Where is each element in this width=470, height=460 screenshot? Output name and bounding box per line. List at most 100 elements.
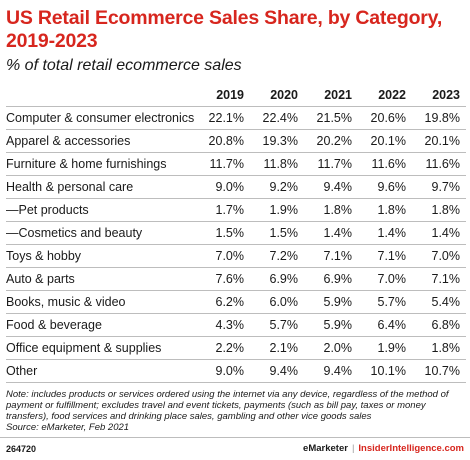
- value-cell: 5.7%: [358, 290, 412, 314]
- brand-insider-intelligence: InsiderIntelligence.com: [358, 443, 464, 454]
- value-cell: 21.5%: [304, 106, 358, 130]
- brand-separator: |: [351, 443, 355, 454]
- value-cell: 20.1%: [358, 129, 412, 153]
- value-cell: 1.9%: [250, 198, 304, 222]
- table-row: —Pet products 1.7% 1.9% 1.8% 1.8% 1.8%: [6, 198, 466, 222]
- category-label: —Cosmetics and beauty: [6, 221, 196, 245]
- header-row: 2019 2020 2021 2022 2023: [6, 84, 466, 107]
- value-cell: 9.6%: [358, 175, 412, 199]
- value-cell: 6.9%: [250, 267, 304, 291]
- value-cell: 1.8%: [412, 198, 466, 222]
- value-cell: 4.3%: [196, 313, 250, 337]
- source-line: Source: eMarketer, Feb 2021: [6, 422, 130, 433]
- data-table: 2019 2020 2021 2022 2023 Computer & cons…: [6, 84, 466, 383]
- value-cell: 10.7%: [412, 359, 466, 383]
- table-row: Health & personal care 9.0% 9.2% 9.4% 9.6% 9.…: [6, 175, 466, 199]
- value-cell: 2.1%: [250, 336, 304, 360]
- chart-title: US Retail Ecommerce Sales Share, by Cate…: [6, 7, 443, 52]
- value-cell: 7.1%: [358, 244, 412, 268]
- table-row: Books, music & video 6.2% 6.0% 5.9% 5.7% 5.4%: [6, 290, 466, 314]
- table-body: Computer & consumer electronics 22.1% 22.4…: [6, 106, 466, 383]
- value-cell: 1.5%: [250, 221, 304, 245]
- column-header: 2020: [250, 84, 304, 107]
- column-header: 2023: [412, 84, 466, 107]
- brand-logo: eMarketer | InsiderIntelligence.com: [303, 443, 464, 454]
- value-cell: 9.2%: [250, 175, 304, 199]
- chart-subtitle: % of total retail ecommerce sales: [6, 57, 242, 74]
- value-cell: 1.8%: [412, 336, 466, 360]
- column-header: 2019: [196, 84, 250, 107]
- value-cell: 22.1%: [196, 106, 250, 130]
- value-cell: 1.8%: [358, 198, 412, 222]
- category-label: Auto & parts: [6, 267, 196, 291]
- value-cell: 6.4%: [358, 313, 412, 337]
- value-cell: 11.8%: [250, 152, 304, 176]
- category-label: Food & beverage: [6, 313, 196, 337]
- value-cell: 20.6%: [358, 106, 412, 130]
- value-cell: 1.4%: [412, 221, 466, 245]
- category-label: Other: [6, 359, 196, 383]
- category-label: Computer & consumer electronics: [6, 106, 196, 130]
- value-cell: 10.1%: [358, 359, 412, 383]
- value-cell: 22.4%: [250, 106, 304, 130]
- column-header: 2021: [304, 84, 358, 107]
- value-cell: 1.8%: [304, 198, 358, 222]
- value-cell: 7.1%: [304, 244, 358, 268]
- category-label: Office equipment & supplies: [6, 336, 196, 360]
- value-cell: 20.2%: [304, 129, 358, 153]
- value-cell: 11.6%: [358, 152, 412, 176]
- table-row: Auto & parts 7.6% 6.9% 6.9% 7.0% 7.1%: [6, 267, 466, 291]
- value-cell: 9.4%: [304, 175, 358, 199]
- category-label: —Pet products: [6, 198, 196, 222]
- value-cell: 6.8%: [412, 313, 466, 337]
- value-cell: 20.8%: [196, 129, 250, 153]
- value-cell: 19.8%: [412, 106, 466, 130]
- value-cell: 1.5%: [196, 221, 250, 245]
- chart-id: 264720: [6, 444, 37, 454]
- value-cell: 20.1%: [412, 129, 466, 153]
- header-blank: [6, 84, 196, 107]
- value-cell: 9.0%: [196, 175, 250, 199]
- value-cell: 7.1%: [412, 267, 466, 291]
- value-cell: 1.4%: [304, 221, 358, 245]
- value-cell: 11.7%: [304, 152, 358, 176]
- value-cell: 1.7%: [196, 198, 250, 222]
- note-block: Note: includes products or services orde…: [6, 389, 464, 433]
- value-cell: 6.9%: [304, 267, 358, 291]
- value-cell: 11.6%: [412, 152, 466, 176]
- footer-bar: 264720 eMarketer | InsiderIntelligence.com: [0, 437, 470, 460]
- value-cell: 7.0%: [412, 244, 466, 268]
- category-label: Furniture & home furnishings: [6, 152, 196, 176]
- value-cell: 7.6%: [196, 267, 250, 291]
- table-row: —Cosmetics and beauty 1.5% 1.5% 1.4% 1.4% 1.4…: [6, 221, 466, 245]
- category-label: Health & personal care: [6, 175, 196, 199]
- value-cell: 5.7%: [250, 313, 304, 337]
- table-row: Computer & consumer electronics 22.1% 22.4…: [6, 106, 466, 130]
- value-cell: 5.9%: [304, 313, 358, 337]
- value-cell: 7.0%: [196, 244, 250, 268]
- value-cell: 6.2%: [196, 290, 250, 314]
- category-label: Books, music & video: [6, 290, 196, 314]
- table-row: Apparel & accessories 20.8% 19.3% 20.2% 20.1…: [6, 129, 466, 153]
- category-label: Apparel & accessories: [6, 129, 196, 153]
- value-cell: 5.4%: [412, 290, 466, 314]
- brand-emarketer: eMarketer: [303, 443, 348, 454]
- value-cell: 1.4%: [358, 221, 412, 245]
- table-row: Food & beverage 4.3% 5.7% 5.9% 6.4% 6.8%: [6, 313, 466, 337]
- value-cell: 5.9%: [304, 290, 358, 314]
- value-cell: 9.4%: [304, 359, 358, 383]
- table-row: Toys & hobby 7.0% 7.2% 7.1% 7.1% 7.0%: [6, 244, 466, 268]
- value-cell: 7.0%: [358, 267, 412, 291]
- footnote: Note: includes products or services orde…: [6, 389, 449, 422]
- table-row: Office equipment & supplies 2.2% 2.1% 2.0% 1…: [6, 336, 466, 360]
- column-header: 2022: [358, 84, 412, 107]
- value-cell: 1.9%: [358, 336, 412, 360]
- value-cell: 9.4%: [250, 359, 304, 383]
- table-row: Other 9.0% 9.4% 9.4% 10.1% 10.7%: [6, 359, 466, 383]
- value-cell: 9.0%: [196, 359, 250, 383]
- value-cell: 2.2%: [196, 336, 250, 360]
- value-cell: 19.3%: [250, 129, 304, 153]
- value-cell: 7.2%: [250, 244, 304, 268]
- category-label: Toys & hobby: [6, 244, 196, 268]
- table-row: Furniture & home furnishings 11.7% 11.8% 11…: [6, 152, 466, 176]
